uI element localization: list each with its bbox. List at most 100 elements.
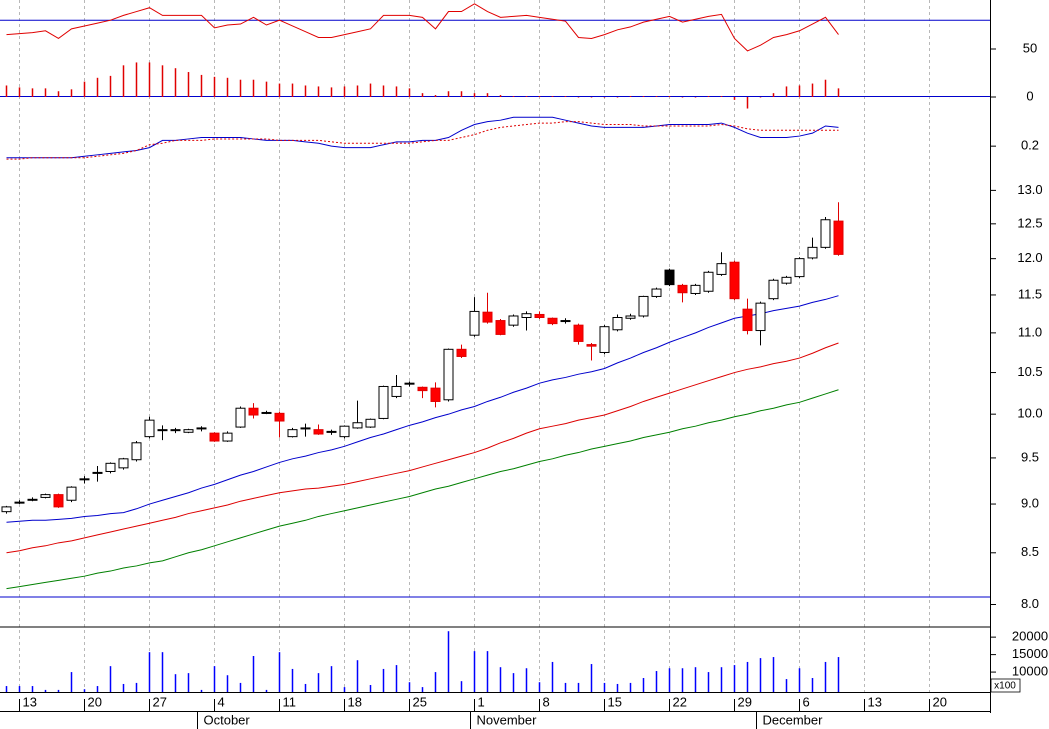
volume-bar (460, 681, 463, 692)
candle-body (469, 310, 480, 336)
y-tick-label: 12.0 (1017, 250, 1042, 265)
histogram-bar (824, 79, 827, 97)
volume-bar (824, 661, 827, 692)
candle-body (560, 320, 571, 323)
volume-bar (213, 666, 216, 692)
volume-bar (668, 668, 671, 692)
indicator-line (6, 116, 839, 159)
candle-body (677, 284, 688, 294)
volume-bar (538, 682, 541, 692)
candle-body (612, 317, 623, 331)
candle-body (14, 501, 25, 504)
histogram-bar (239, 79, 242, 97)
histogram-bar (681, 97, 684, 98)
volume-bar (31, 686, 34, 692)
oscillator-line (6, 3, 839, 52)
volume-bar (369, 685, 372, 692)
candle-body (443, 348, 454, 401)
candle-body (209, 432, 220, 442)
histogram-bar (642, 96, 645, 97)
volume-bar (57, 689, 60, 692)
volume-bar (811, 678, 814, 692)
volume-bar (382, 668, 385, 692)
volume-bar (772, 657, 775, 692)
x-tick-label: 25 (413, 694, 427, 709)
volume-bar (239, 682, 242, 692)
volume-bar (707, 672, 710, 692)
histogram-bar (369, 83, 372, 97)
candle-body (92, 471, 103, 474)
y-tick-label: 11.0 (1018, 324, 1042, 339)
histogram-bar (187, 72, 190, 97)
histogram-bar (408, 88, 411, 97)
histogram-bar (18, 87, 21, 97)
month-label: October (204, 712, 251, 727)
histogram-bar (538, 96, 541, 97)
y-tick-label: 10.0 (1017, 406, 1042, 421)
histogram-bar (356, 85, 359, 97)
histogram-bar (577, 97, 580, 98)
candle-body (651, 288, 662, 297)
candle-body (417, 386, 428, 392)
candle-body (625, 315, 636, 319)
candle-body (573, 324, 584, 342)
candle-body (456, 348, 467, 357)
volume-bar (655, 671, 658, 692)
candle-body (235, 407, 246, 428)
y-tick-label: 11.5 (1018, 286, 1042, 301)
histogram-bar (694, 97, 697, 98)
volume-bar (642, 678, 645, 692)
histogram-bar (317, 86, 320, 97)
volume-bar (512, 673, 515, 692)
volume-bar (343, 687, 346, 692)
volume-bar (395, 665, 398, 692)
volume-bar (551, 661, 554, 692)
candle-body (729, 261, 740, 300)
candle-body (339, 425, 350, 438)
volume-unit: x100 (994, 681, 1016, 692)
y-tick-label: 50 (1023, 40, 1037, 55)
candle-body (378, 385, 389, 419)
histogram-bar (720, 96, 723, 97)
candle-body (495, 320, 506, 335)
volume-bar (616, 683, 619, 692)
candle-body (248, 407, 259, 416)
histogram-bar (57, 91, 60, 97)
candle-body (313, 429, 324, 435)
candle-body (287, 429, 298, 438)
histogram-bar (31, 88, 34, 97)
candle-body (742, 308, 753, 332)
candle-body (66, 486, 77, 501)
histogram-bar (460, 91, 463, 97)
candle-body (534, 313, 545, 319)
volume-bar (122, 683, 125, 692)
candle-body (352, 422, 363, 429)
volume-bar (96, 686, 99, 692)
histogram-bar (291, 83, 294, 97)
volume-bar (486, 651, 489, 692)
moving-average (6, 342, 839, 554)
volume-bar (5, 686, 8, 692)
volume-bar (499, 667, 502, 692)
candle-body (53, 494, 64, 508)
histogram-bar (616, 97, 619, 98)
month-label: December (763, 712, 824, 727)
unit-box (990, 678, 1021, 693)
candle-body (716, 263, 727, 275)
histogram-bar (213, 76, 216, 97)
candle-body (781, 276, 792, 284)
candle-body (27, 498, 38, 501)
histogram-bar (447, 91, 450, 97)
candle-body (690, 284, 701, 294)
volume-bar (577, 682, 580, 692)
x-tick-label: 22 (673, 694, 687, 709)
x-tick-label: 13 (23, 694, 37, 709)
volume-bar (408, 682, 411, 692)
histogram-bar (135, 62, 138, 97)
histogram-bar (83, 81, 86, 97)
candle-body (365, 418, 376, 428)
volume-bar (681, 668, 684, 692)
volume-bar (200, 689, 203, 692)
